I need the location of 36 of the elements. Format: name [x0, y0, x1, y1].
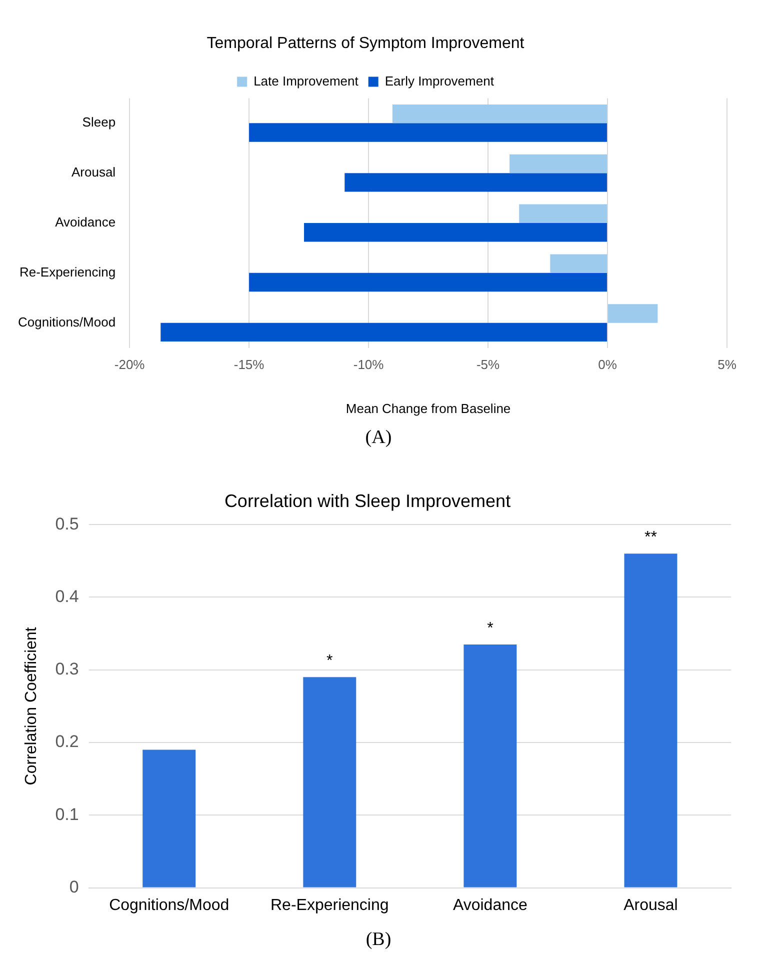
x-tick-label: 0%	[598, 357, 618, 372]
x-tick-label: Re-Experiencing	[270, 896, 389, 914]
x-axis-title: Mean Change from Baseline	[346, 400, 511, 416]
y-tick-label: Arousal	[71, 164, 116, 180]
legend-label: Early Improvement	[384, 73, 494, 88]
y-tick-label: 0.2	[55, 732, 79, 752]
y-tick-label: Sleep	[82, 114, 116, 130]
y-tick-label: 0.4	[55, 586, 79, 606]
y-tick-label: 0.5	[55, 514, 79, 534]
x-tick-label: -15%	[234, 357, 265, 372]
bar	[624, 554, 678, 888]
x-tick-label: Cognitions/Mood	[109, 896, 230, 914]
x-tick-label: -10%	[353, 357, 384, 372]
text: (A)	[364, 427, 393, 449]
x-tick-label: -20%	[114, 357, 146, 372]
annotation: *	[487, 620, 494, 637]
y-tick-label: Avoidance	[55, 214, 116, 230]
x-tick-label: Arousal	[624, 896, 678, 914]
chart-title: Temporal Patterns of Symptom Improvement	[206, 35, 525, 52]
legend-label: Late Improvement	[254, 73, 359, 88]
y-tick-label: Cognitions/Mood	[18, 314, 116, 330]
y-tick-label: Re-Experiencing	[19, 264, 116, 280]
text: (B)	[364, 929, 392, 951]
bar	[464, 644, 517, 888]
annotation: **	[644, 529, 657, 546]
chart-title: Correlation with Sleep Improvement	[224, 490, 511, 511]
bar	[142, 750, 196, 888]
x-tick-label: -5%	[476, 357, 500, 372]
y-tick-label: 0	[69, 877, 79, 896]
x-tick-label: Avoidance	[452, 896, 528, 914]
x-tick-label: 5%	[718, 357, 737, 372]
annotation: *	[326, 652, 333, 670]
y-tick-label: 0.1	[55, 804, 79, 824]
bar	[303, 677, 356, 888]
y-tick-label: 0.3	[55, 660, 79, 679]
y-axis-title: Correlation Coefficient	[23, 626, 40, 786]
